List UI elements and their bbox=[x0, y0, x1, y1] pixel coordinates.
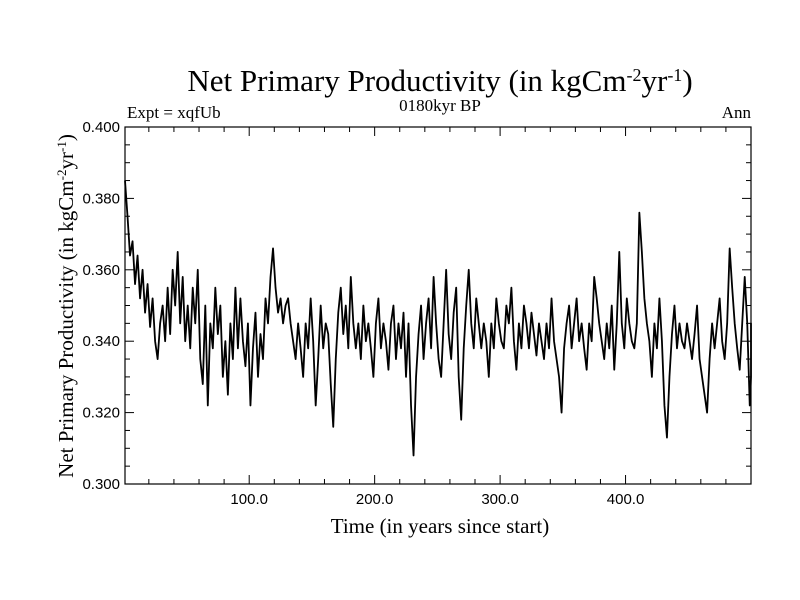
chart-title: Net Primary Productivity (in kgCm-2yr-1) bbox=[187, 63, 692, 98]
y-tick-label: 0.380 bbox=[82, 190, 120, 207]
x-tick-label: 200.0 bbox=[356, 491, 394, 508]
season-label: Ann bbox=[722, 103, 752, 122]
x-tick-label: 400.0 bbox=[607, 491, 645, 508]
experiment-label: Expt = xqfUb bbox=[127, 103, 221, 122]
x-axis-label: Time (in years since start) bbox=[331, 514, 550, 538]
npp-series-line bbox=[124, 180, 752, 457]
y-tick-label: 0.400 bbox=[82, 119, 120, 136]
y-tick-label: 0.300 bbox=[82, 476, 120, 493]
data-series-layer bbox=[124, 180, 752, 457]
x-axis-ticks: 100.0 200.0 300.0 400.0 bbox=[148, 127, 727, 508]
x-tick-label: 300.0 bbox=[481, 491, 519, 508]
chart-subtitle: 0180kyr BP bbox=[399, 96, 481, 115]
y-tick-label: 0.340 bbox=[82, 333, 120, 350]
y-tick-label: 0.320 bbox=[82, 405, 120, 422]
y-axis-label: Net Primary Productivity (in kgCm-2yr-1) bbox=[54, 134, 79, 478]
plot-frame bbox=[124, 126, 752, 485]
y-tick-label: 0.360 bbox=[82, 262, 120, 279]
x-tick-label: 100.0 bbox=[230, 491, 268, 508]
